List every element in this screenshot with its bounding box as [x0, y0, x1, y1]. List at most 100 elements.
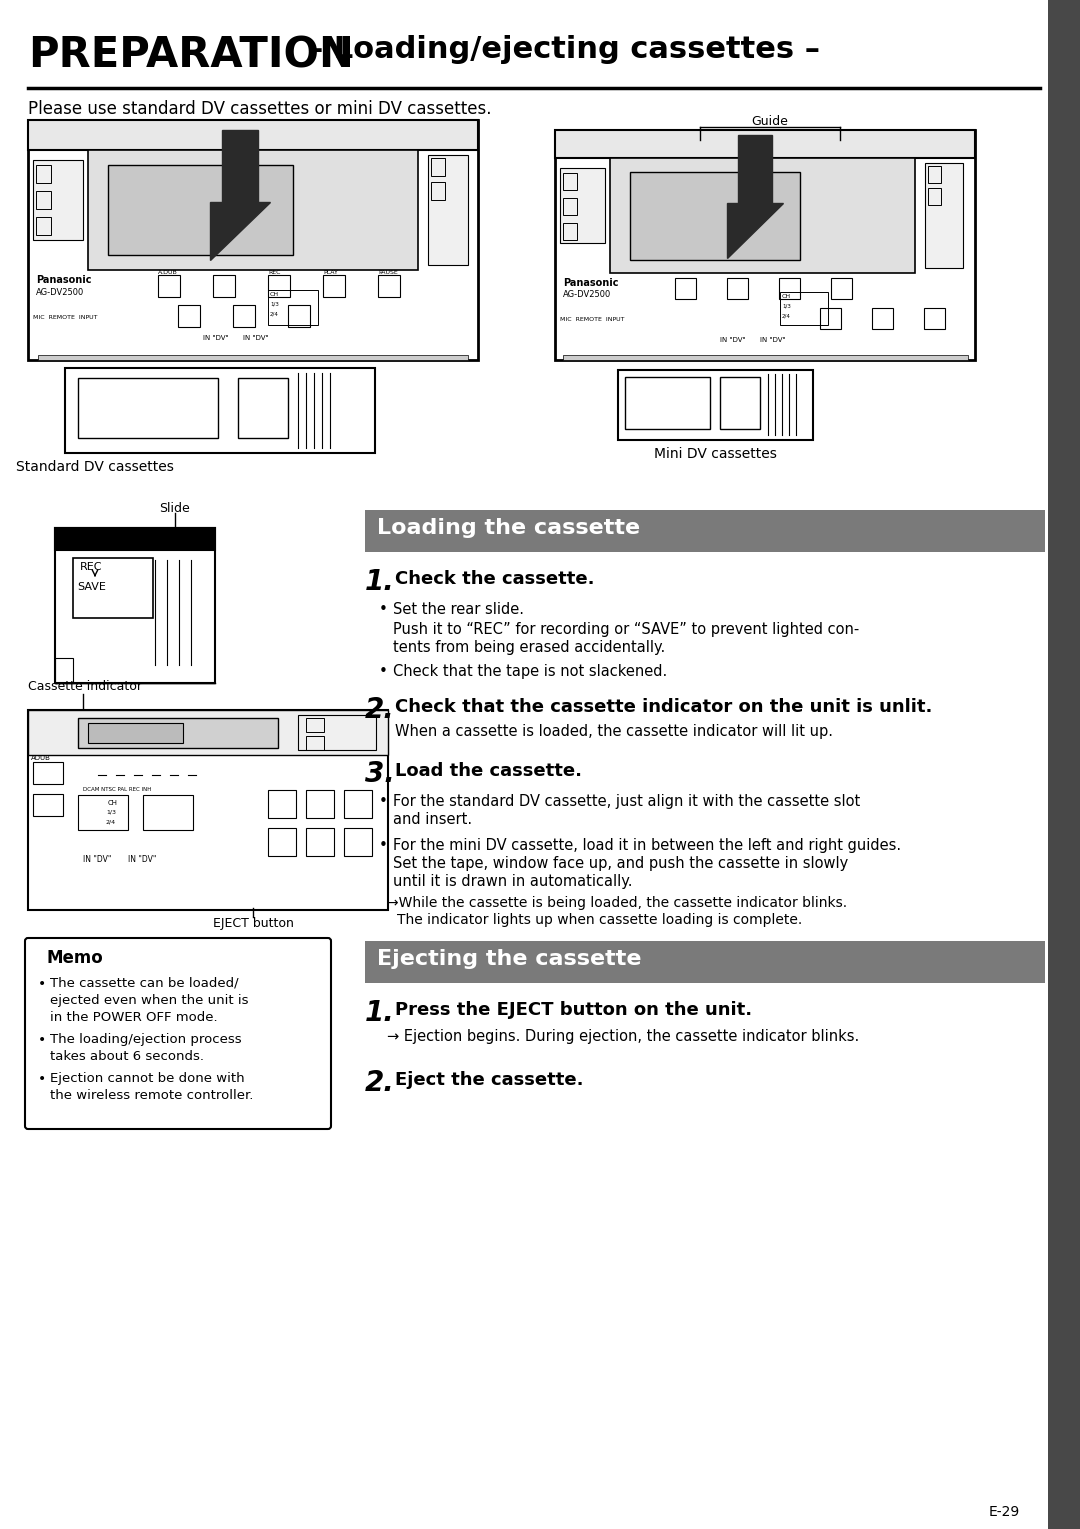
Text: PAUSE: PAUSE [378, 271, 397, 275]
Bar [268, 275, 291, 297]
Bar [288, 304, 310, 327]
Text: Press the EJECT button on the unit.: Press the EJECT button on the unit. [395, 1001, 752, 1018]
Text: IN "DV": IN "DV" [720, 336, 745, 342]
Text: IN "DV": IN "DV" [243, 335, 269, 341]
Bar [233, 304, 255, 327]
Text: IN "DV": IN "DV" [83, 855, 111, 864]
Bar [924, 307, 945, 329]
Text: CH: CH [108, 800, 118, 806]
Bar [928, 188, 941, 205]
Text: •: • [38, 1072, 46, 1086]
Bar [28, 709, 388, 910]
Text: AG-DV2500: AG-DV2500 [36, 287, 84, 297]
Text: IN "DV": IN "DV" [129, 855, 157, 864]
Bar [563, 197, 577, 216]
Bar [38, 355, 468, 359]
Polygon shape [210, 130, 270, 260]
Text: PREPARATION: PREPARATION [28, 35, 354, 76]
Text: 2/4: 2/4 [782, 313, 791, 318]
Bar [555, 130, 975, 359]
Bar [306, 735, 324, 751]
Bar [87, 723, 183, 743]
Text: Check the cassette.: Check the cassette. [395, 570, 594, 589]
Bar [820, 307, 841, 329]
Bar [831, 278, 852, 300]
Text: PLAY: PLAY [323, 271, 338, 275]
Bar [55, 528, 215, 550]
Bar [555, 130, 975, 157]
Bar [727, 278, 748, 300]
Text: •: • [379, 838, 388, 853]
Text: EJECT button: EJECT button [213, 917, 294, 930]
Bar [33, 761, 63, 784]
Bar [65, 368, 375, 453]
Text: the wireless remote controller.: the wireless remote controller. [50, 1089, 254, 1102]
Text: Check that the cassette indicator on the unit is unlit.: Check that the cassette indicator on the… [395, 699, 932, 716]
Text: 1.: 1. [365, 998, 395, 1027]
Bar [36, 165, 51, 183]
Text: IN "DV": IN "DV" [203, 335, 229, 341]
Bar [268, 790, 296, 818]
Bar [431, 157, 445, 176]
Bar [306, 719, 324, 732]
Text: – Loading/ejecting cassettes –: – Loading/ejecting cassettes – [308, 35, 820, 64]
Text: AG-DV2500: AG-DV2500 [563, 291, 611, 300]
Text: When a cassette is loaded, the cassette indicator will lit up.: When a cassette is loaded, the cassette … [395, 725, 833, 739]
Text: The loading/ejection process: The loading/ejection process [50, 1034, 242, 1046]
Bar [563, 223, 577, 240]
Text: tents from being erased accidentally.: tents from being erased accidentally. [393, 641, 665, 654]
Bar [158, 275, 180, 297]
Bar [618, 370, 813, 440]
Bar [306, 790, 334, 818]
Text: Cassette indicator: Cassette indicator [28, 680, 141, 693]
Bar [625, 378, 710, 430]
Text: in the POWER OFF mode.: in the POWER OFF mode. [50, 1011, 218, 1024]
Text: 2.: 2. [365, 1069, 395, 1096]
Text: →While the cassette is being loaded, the cassette indicator blinks.: →While the cassette is being loaded, the… [387, 896, 847, 910]
Text: 3.: 3. [365, 760, 395, 787]
Bar [630, 171, 800, 260]
Text: 2/4: 2/4 [270, 310, 279, 317]
Text: and insert.: and insert. [393, 812, 472, 827]
Text: Set the rear slide.: Set the rear slide. [393, 602, 524, 618]
Text: Set the tape, window face up, and push the cassette in slowly: Set the tape, window face up, and push t… [393, 856, 848, 872]
Bar [431, 182, 445, 200]
Text: REC: REC [80, 563, 103, 572]
Text: E-29: E-29 [989, 1505, 1020, 1518]
Bar [675, 278, 696, 300]
Bar [28, 119, 478, 359]
Text: Ejection cannot be done with: Ejection cannot be done with [50, 1072, 245, 1086]
Text: → Ejection begins. During ejection, the cassette indicator blinks.: → Ejection begins. During ejection, the … [387, 1029, 860, 1044]
Text: 1/3: 1/3 [270, 303, 279, 307]
Text: Load the cassette.: Load the cassette. [395, 761, 582, 780]
Text: Eject the cassette.: Eject the cassette. [395, 1070, 583, 1089]
Text: 2/4: 2/4 [106, 820, 117, 826]
Text: 1/3: 1/3 [106, 810, 116, 815]
Text: Loading the cassette: Loading the cassette [377, 518, 640, 538]
Text: Memo: Memo [46, 950, 103, 966]
Bar [345, 790, 372, 818]
Bar [55, 528, 215, 683]
Text: Guide: Guide [752, 115, 788, 128]
Text: •: • [38, 977, 46, 991]
Bar [298, 716, 376, 751]
Text: 1/3: 1/3 [782, 304, 791, 309]
Text: ADUB: ADUB [31, 755, 51, 761]
Text: Panasonic: Panasonic [36, 275, 92, 284]
Bar [87, 150, 418, 271]
Bar [213, 275, 235, 297]
Text: Ejecting the cassette: Ejecting the cassette [377, 950, 642, 969]
Bar [428, 154, 468, 265]
Bar [55, 657, 73, 683]
Text: REC: REC [268, 271, 281, 275]
Text: Panasonic: Panasonic [563, 278, 619, 287]
Text: MIC  REMOTE  INPUT: MIC REMOTE INPUT [33, 315, 97, 320]
Bar [928, 167, 941, 183]
Text: •: • [379, 794, 388, 809]
Polygon shape [727, 135, 783, 258]
Bar [238, 378, 288, 437]
Bar [268, 829, 296, 856]
Bar [306, 829, 334, 856]
Bar [378, 275, 400, 297]
Bar [33, 161, 83, 240]
